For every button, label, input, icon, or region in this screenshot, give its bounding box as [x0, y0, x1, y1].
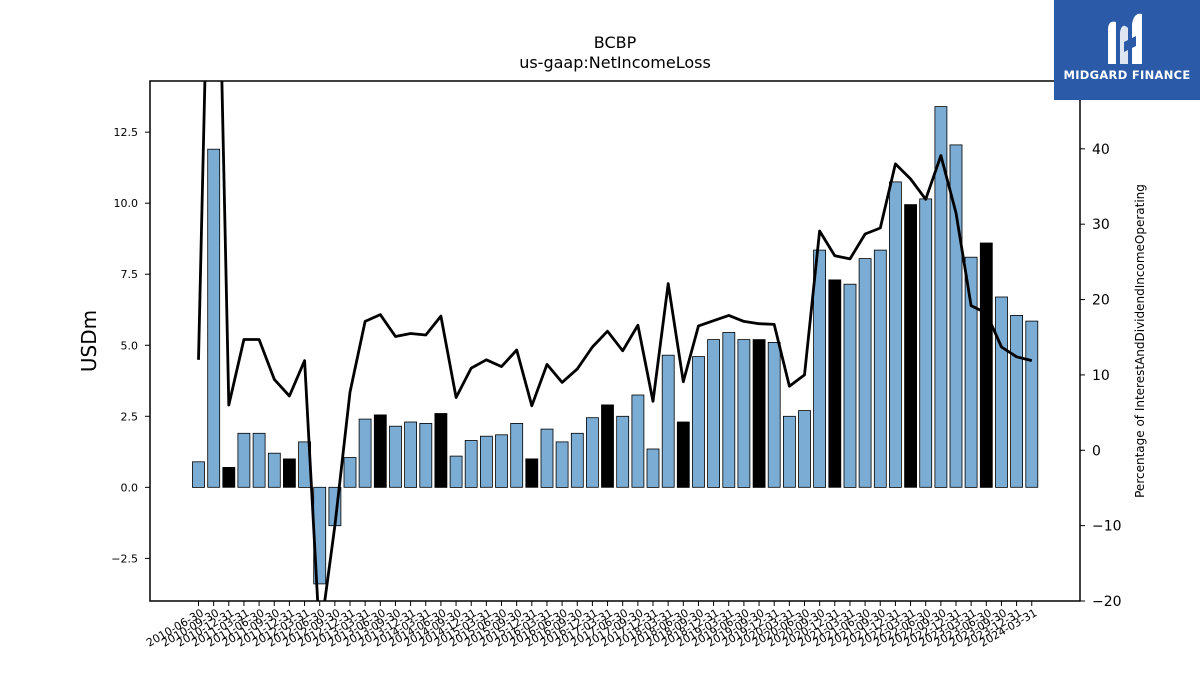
bar — [676, 421, 690, 488]
midgard-m-icon — [1108, 13, 1142, 64]
bar — [873, 249, 887, 488]
bar — [601, 404, 614, 488]
y-tick-label: 10.0 — [114, 197, 139, 210]
bar — [722, 332, 736, 488]
bar — [449, 455, 463, 488]
bar-series — [192, 106, 1039, 585]
bar — [798, 410, 811, 488]
bar — [752, 339, 766, 488]
y-axis-right: −20 −10 0 10 20 30 40 — [1080, 142, 1122, 610]
bar — [479, 435, 493, 488]
bar — [373, 414, 387, 488]
bar — [904, 204, 917, 488]
bar — [979, 242, 993, 488]
bar — [343, 457, 357, 488]
bar — [252, 432, 266, 488]
x-axis: 2010-06-302010-09-302010-12-312011-03-31… — [144, 601, 1039, 650]
bar — [737, 339, 751, 488]
bar — [631, 394, 645, 488]
y-tick-label: 12.5 — [114, 126, 139, 139]
bar — [995, 296, 1008, 488]
bar — [889, 181, 902, 488]
bar — [934, 106, 948, 488]
y2-tick-label: −20 — [1092, 594, 1122, 610]
y-tick-label: 2.5 — [121, 410, 139, 423]
y2-tick-label: 20 — [1092, 293, 1110, 309]
y2-tick-label: 30 — [1092, 217, 1110, 233]
brand-name: MIDGARD FINANCE — [1063, 68, 1191, 82]
bar — [964, 256, 978, 488]
bar — [464, 440, 478, 488]
bar — [434, 413, 448, 488]
bar — [510, 422, 524, 488]
percentage-line — [197, 81, 1033, 601]
y-axis-label: USDm — [77, 310, 101, 372]
y2-tick-label: 40 — [1092, 142, 1110, 158]
y-tick-label: 0.0 — [121, 481, 139, 494]
plot-frame — [149, 80, 1081, 602]
bar — [419, 422, 433, 488]
chart-title: BCBP — [594, 33, 637, 52]
bar — [707, 339, 720, 488]
bar — [192, 461, 205, 488]
bar — [1025, 320, 1039, 488]
y-tick-label: −2.5 — [111, 552, 138, 565]
bar — [282, 458, 296, 488]
bar — [783, 415, 796, 488]
bar — [813, 249, 826, 488]
bar — [207, 148, 221, 488]
bar — [692, 356, 705, 488]
bar — [525, 458, 539, 488]
bar — [767, 341, 781, 488]
y-tick-label: 5.0 — [121, 339, 139, 352]
bar — [1010, 314, 1023, 488]
y2-tick-label: 0 — [1092, 443, 1101, 459]
bar — [267, 452, 281, 488]
bar — [843, 283, 857, 488]
chart-subtitle: us-gaap:NetIncomeLoss — [519, 53, 711, 72]
bar — [237, 432, 251, 488]
bar — [222, 466, 236, 488]
bar — [586, 417, 599, 488]
bar — [495, 434, 508, 488]
bar — [646, 448, 660, 488]
bar — [404, 421, 418, 488]
bar — [661, 354, 675, 488]
bar — [389, 425, 402, 488]
y-tick-label: 7.5 — [121, 268, 139, 281]
bar — [616, 415, 630, 488]
brand-logo: MIDGARD FINANCE — [1054, 0, 1200, 100]
y2-axis-label: Percentage of InterestAndDividendIncomeO… — [1133, 184, 1147, 498]
y2-tick-label: −10 — [1092, 519, 1122, 535]
bar — [555, 441, 569, 488]
bar — [919, 198, 933, 488]
bar — [858, 258, 872, 488]
bar — [570, 432, 584, 488]
line-series — [197, 81, 1033, 601]
y-axis-left: −2.5 0.0 2.5 5.0 7.5 10.0 12.5 — [111, 126, 150, 565]
bar — [828, 279, 842, 488]
y2-tick-label: 10 — [1092, 368, 1110, 384]
bar — [540, 428, 554, 488]
bar — [358, 418, 372, 488]
